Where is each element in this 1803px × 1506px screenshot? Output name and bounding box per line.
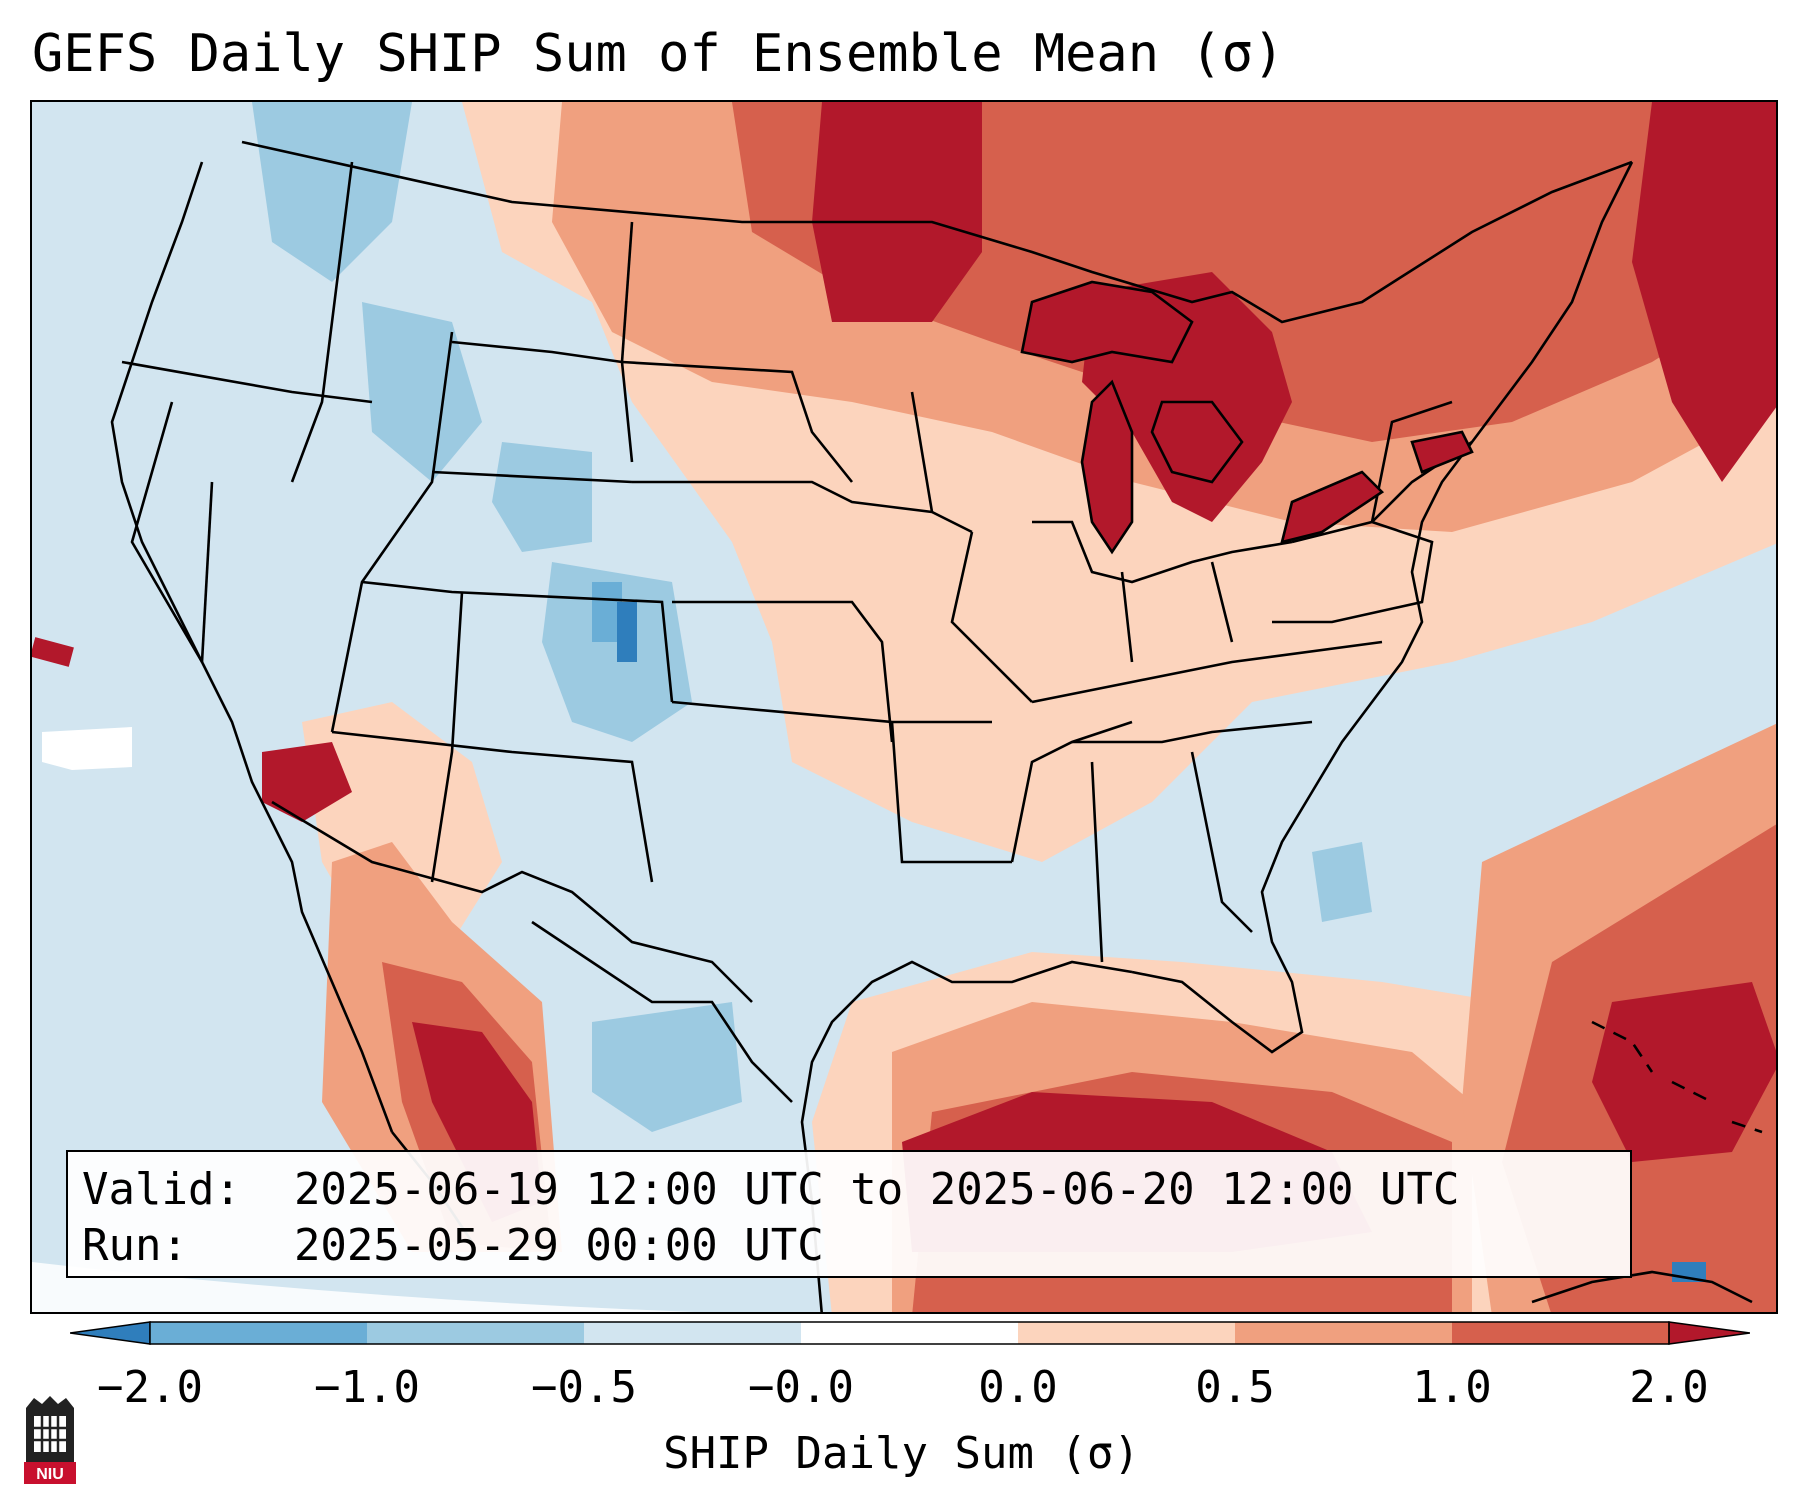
anomaly-extreme-positive-california <box>262 742 352 822</box>
anomaly-negative-washington <box>252 102 412 282</box>
colorbar-bin-2 <box>367 1322 584 1344</box>
anomaly-extreme-positive-northeast <box>1632 102 1776 482</box>
map-title: GEFS Daily SHIP Sum of Ensemble Mean (σ) <box>32 24 1285 84</box>
colorbar-tick-label: −0.0 <box>748 1362 854 1413</box>
niu-logo-text: NIU <box>36 1466 64 1483</box>
colorbar-extend-high <box>1668 1321 1750 1345</box>
colorbar-extend-low <box>70 1321 151 1345</box>
colorbar-outline <box>149 1321 1670 1345</box>
anomaly-extreme-positive-caribbean <box>1592 982 1776 1162</box>
anomaly-negative-texas <box>592 1002 742 1132</box>
run-value: 2025-05-29 00:00 UTC <box>293 1220 824 1271</box>
lake-erie <box>1280 470 1385 544</box>
valid-run-info-box: Valid: 2025-06-19 12:00 UTC to 2025-06-2… <box>66 1150 1632 1278</box>
anomaly-pacific-positive-strip <box>32 637 74 667</box>
colorbar-ticks: −2.0 −1.0 −0.5 −0.0 0.0 0.5 1.0 2.0 <box>0 1362 1803 1422</box>
colorbar-tick-label: 0.5 <box>1195 1362 1275 1413</box>
anomaly-negative-georgia <box>1312 842 1372 922</box>
great-lakes <box>1020 280 1474 555</box>
colorbar-bin-7 <box>1452 1322 1669 1344</box>
colorbar-tick-label: −1.0 <box>314 1362 420 1413</box>
colorbar-tick-label: 2.0 <box>1629 1362 1709 1413</box>
colorbar-tick-label: −2.0 <box>97 1362 203 1413</box>
valid-value: 2025-06-19 12:00 UTC to 2025-06-20 12:00… <box>293 1164 1460 1215</box>
colorbar <box>70 1321 1750 1345</box>
niu-logo: NIU <box>24 1396 76 1484</box>
colorbar-bin-6 <box>1235 1322 1452 1344</box>
anomaly-strong-negative-colorado-2 <box>617 602 637 662</box>
anomaly-negative-idaho <box>362 302 482 482</box>
anomaly-high-positive-north <box>732 102 1776 442</box>
caribbean-islands <box>1531 1020 1763 1304</box>
colorbar-tick-label: −0.5 <box>531 1362 637 1413</box>
map-edge-curve <box>32 1262 696 1312</box>
map-canvas <box>32 102 1776 1312</box>
valid-row: Valid: 2025-06-19 12:00 UTC to 2025-06-2… <box>82 1162 1616 1218</box>
anomaly-negative-wyoming <box>492 442 592 552</box>
lake-superior <box>1020 280 1194 364</box>
run-label: Run: <box>82 1220 188 1271</box>
colorbar-tick-label: 1.0 <box>1412 1362 1492 1413</box>
colorbar-bin-1 <box>150 1322 367 1344</box>
colorbar-bin-5 <box>1018 1322 1235 1344</box>
lake-michigan <box>1080 379 1134 555</box>
colorbar-bin-4 <box>801 1322 1018 1344</box>
valid-label: Valid: <box>82 1164 241 1215</box>
political-boundaries <box>110 140 1634 1312</box>
anomaly-extreme-positive-north <box>812 102 982 322</box>
colorbar-title: SHIP Daily Sum (σ) <box>663 1428 1140 1479</box>
lake-huron <box>1150 400 1244 484</box>
lake-ontario <box>1410 430 1474 474</box>
run-row: Run: 2025-05-29 00:00 UTC <box>82 1218 1616 1274</box>
colorbar-tick-label: 0.0 <box>978 1362 1058 1413</box>
anomaly-near-zero-pacific <box>42 727 132 770</box>
ship-anomaly-map <box>30 100 1778 1314</box>
colorbar-bin-3 <box>584 1322 801 1344</box>
